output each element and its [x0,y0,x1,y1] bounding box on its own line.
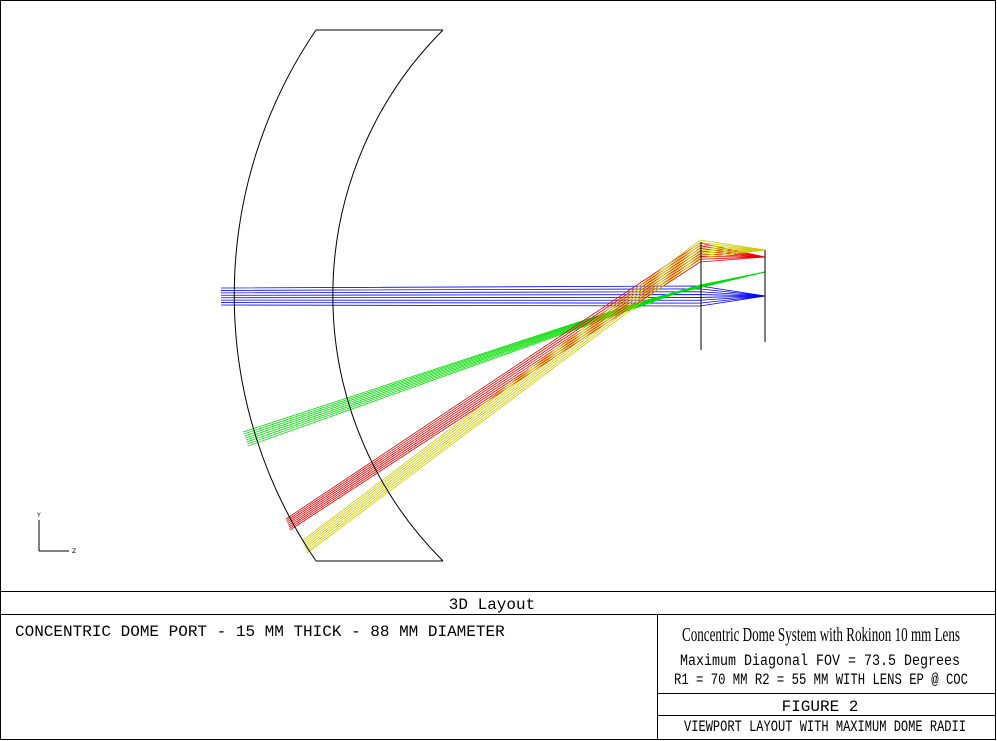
ray [304,249,766,549]
ray [220,295,766,307]
fov: Maximum Diagonal FOV = 73.5 Degrees [680,652,960,670]
ray [220,294,766,297]
ray [220,295,766,299]
footer-title: 3D Layout [449,596,535,614]
axis-label: Z [72,548,76,555]
dome-inner-surface [332,29,444,562]
ray [220,295,766,304]
ray [301,239,766,542]
ray [306,249,766,552]
dome-outer-surface [233,29,317,562]
axis-label: Y [36,512,41,519]
ray [302,242,766,544]
ray [220,295,766,301]
caption: VIEWPORT LAYOUT WITH MAXIMUM DOME RADII [684,718,966,736]
ray [305,249,766,550]
ray-bundles [220,239,766,554]
ray [286,245,766,521]
ray [303,244,766,545]
ray [289,256,766,529]
ray [247,271,766,447]
description: CONCENTRIC DOME PORT - 15 MM THICK - 88 … [15,623,505,641]
figure-label: FIGURE 2 [782,698,859,716]
ray [289,256,766,531]
ray [306,249,766,554]
system-title: Concentric Dome System with Rokinon 10 m… [682,624,960,646]
ray [303,247,766,547]
radii: R1 = 70 MM R2 = 55 MM WITH LENS EP @ COC [674,671,968,689]
ray [220,288,766,297]
ray [220,291,766,297]
ray [286,248,766,523]
ray [288,256,766,528]
ray [287,250,766,525]
ray [288,253,766,526]
